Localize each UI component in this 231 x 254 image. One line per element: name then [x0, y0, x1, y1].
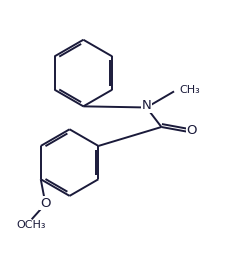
Text: OCH₃: OCH₃: [16, 220, 46, 230]
Text: O: O: [186, 124, 197, 137]
Text: CH₃: CH₃: [179, 86, 200, 96]
Text: N: N: [142, 99, 152, 112]
Text: O: O: [40, 197, 50, 210]
